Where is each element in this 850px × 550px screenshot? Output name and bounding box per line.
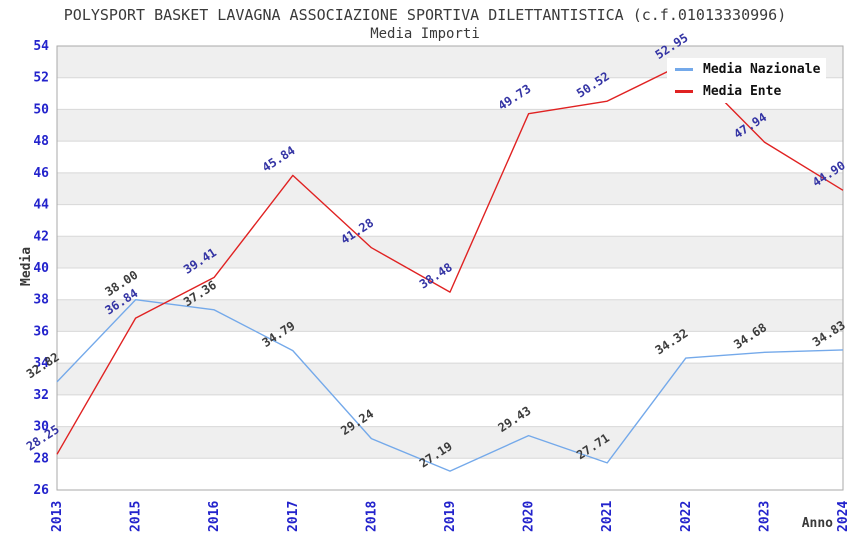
y-tick-label: 28 (33, 451, 49, 466)
plot-band (57, 141, 843, 173)
x-tick-label: 2015 (129, 501, 144, 532)
legend-item-media-nazionale: Media Nazionale (675, 62, 821, 77)
plot-band (57, 426, 843, 459)
x-tick-label: 2018 (364, 501, 379, 532)
legend-swatch-icon (675, 68, 693, 71)
y-tick-label: 32 (33, 388, 49, 403)
x-tick-label: 2021 (600, 501, 615, 532)
chart-subtitle: Media Importi (370, 26, 480, 42)
y-tick-label: 54 (33, 39, 49, 54)
y-tick-label: 30 (33, 420, 49, 435)
y-tick-label: 46 (33, 166, 49, 181)
y-tick-label: 52 (33, 71, 49, 86)
plot-band (57, 363, 843, 395)
series-line-media-nazionale (56, 299, 844, 472)
x-tick-label: 2020 (522, 501, 537, 532)
legend-item-media-ente: Media Ente (675, 84, 821, 99)
plot-band (57, 109, 843, 142)
x-tick-label: 2024 (836, 501, 850, 532)
plot-band (57, 204, 843, 237)
plot-band (57, 172, 843, 205)
plot-band (57, 236, 843, 268)
y-tick-label: 40 (33, 261, 49, 276)
y-tick-label: 44 (33, 198, 49, 213)
x-tick-label: 2017 (286, 501, 301, 532)
data-label: 32.82 (24, 350, 62, 381)
y-tick-label: 36 (33, 324, 49, 339)
x-tick-label: 2013 (50, 501, 65, 532)
plot-band (57, 458, 843, 490)
y-axis-title: Media (19, 247, 34, 286)
y-tick-label: 50 (33, 102, 49, 117)
x-axis-title: Anno (802, 516, 833, 531)
plot-band (57, 268, 843, 300)
chart-title: POLYSPORT BASKET LAVAGNA ASSOCIAZIONE SP… (63, 6, 787, 24)
x-tick-label: 2019 (443, 501, 458, 532)
legend: Media Nazionale Media Ente (667, 58, 827, 103)
x-tick-label: 2022 (679, 501, 694, 532)
x-tick-label: 2016 (207, 501, 222, 532)
legend-label: Media Nazionale (703, 62, 821, 77)
y-tick-label: 34 (33, 356, 49, 371)
plot-band (57, 299, 843, 332)
plot-border (56, 45, 844, 491)
legend-swatch-icon (675, 90, 693, 93)
x-tick-label: 2023 (757, 501, 772, 532)
plot-band (57, 331, 843, 364)
legend-label: Media Ente (703, 84, 782, 99)
y-tick-label: 38 (33, 293, 49, 308)
plot-band (57, 394, 843, 427)
y-tick-label: 42 (33, 229, 49, 244)
y-tick-label: 48 (33, 134, 49, 149)
y-tick-label: 26 (33, 483, 49, 498)
